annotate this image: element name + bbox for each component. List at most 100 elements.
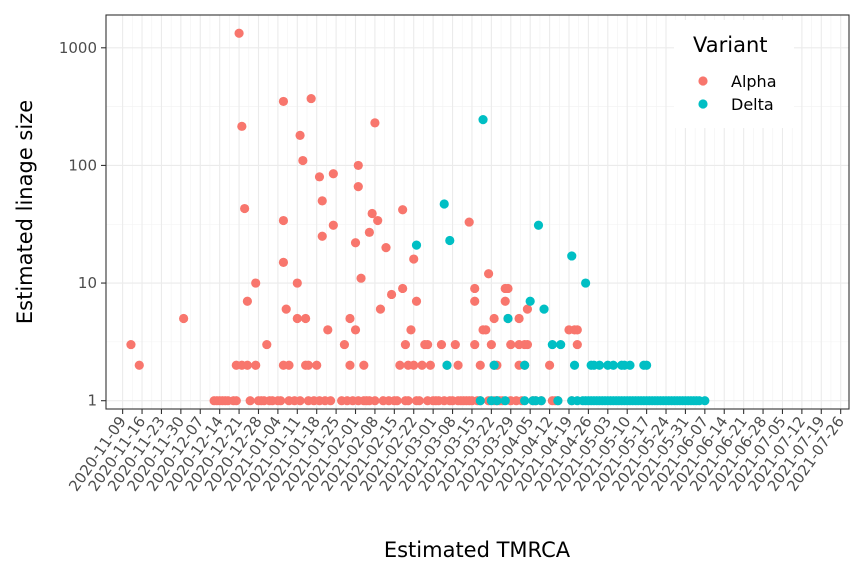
legend-background bbox=[674, 20, 794, 128]
data-point-alpha bbox=[237, 121, 247, 131]
data-point-delta bbox=[539, 304, 549, 314]
data-point-alpha bbox=[373, 215, 383, 226]
data-point-delta bbox=[533, 220, 544, 230]
data-points bbox=[126, 28, 710, 406]
data-point-alpha bbox=[262, 339, 272, 350]
data-point-alpha bbox=[489, 313, 499, 324]
legend-key-alpha bbox=[698, 76, 708, 86]
data-point-alpha bbox=[303, 360, 313, 370]
data-point-alpha bbox=[295, 130, 305, 140]
data-point-alpha bbox=[345, 313, 355, 324]
data-point-delta bbox=[442, 360, 452, 370]
y-tick-label: 1 bbox=[87, 392, 97, 410]
data-point-alpha bbox=[453, 360, 463, 370]
data-point-alpha bbox=[242, 360, 252, 370]
data-point-alpha bbox=[179, 313, 189, 324]
major-gridlines bbox=[106, 15, 849, 409]
data-point-delta bbox=[556, 339, 566, 350]
data-point-alpha bbox=[350, 238, 361, 248]
data-point-alpha bbox=[483, 269, 494, 279]
data-point-alpha bbox=[392, 396, 402, 406]
data-point-delta bbox=[625, 360, 635, 370]
data-point-alpha bbox=[572, 339, 582, 350]
data-point-alpha bbox=[350, 325, 361, 335]
data-point-alpha bbox=[242, 296, 252, 306]
legend-label-alpha: Alpha bbox=[731, 72, 777, 91]
data-point-alpha bbox=[278, 215, 289, 226]
data-point-alpha bbox=[339, 339, 350, 350]
data-point-alpha bbox=[500, 296, 510, 306]
data-point-alpha bbox=[522, 304, 533, 314]
data-point-alpha bbox=[486, 339, 496, 350]
data-point-alpha bbox=[312, 360, 322, 370]
data-point-delta bbox=[553, 396, 563, 406]
legend-label-delta: Delta bbox=[731, 95, 774, 114]
data-point-alpha bbox=[409, 254, 419, 264]
data-point-alpha bbox=[411, 296, 422, 306]
data-point-alpha bbox=[503, 283, 513, 294]
data-point-alpha bbox=[314, 172, 325, 182]
data-point-alpha bbox=[403, 396, 413, 406]
data-point-alpha bbox=[450, 339, 460, 350]
y-tick-label: 10 bbox=[78, 274, 97, 292]
data-point-alpha bbox=[328, 169, 338, 179]
data-point-alpha bbox=[356, 273, 366, 283]
data-point-alpha bbox=[398, 205, 408, 215]
data-point-alpha bbox=[425, 360, 435, 370]
data-point-alpha bbox=[436, 339, 447, 350]
panel-border bbox=[105, 14, 850, 410]
y-axis: 1 10 100 1000 bbox=[59, 39, 106, 410]
data-point-delta bbox=[500, 396, 510, 406]
data-point-alpha bbox=[251, 360, 261, 370]
data-point-alpha bbox=[126, 339, 136, 350]
data-point-delta bbox=[547, 339, 557, 350]
data-point-alpha bbox=[317, 196, 327, 206]
data-point-alpha bbox=[381, 243, 391, 253]
data-point-alpha bbox=[234, 28, 244, 38]
data-point-alpha bbox=[522, 339, 533, 350]
data-point-alpha bbox=[284, 360, 294, 370]
data-point-alpha bbox=[292, 278, 302, 288]
data-point-alpha bbox=[406, 325, 416, 335]
data-point-alpha bbox=[370, 396, 380, 406]
data-point-alpha bbox=[317, 231, 327, 241]
data-point-alpha bbox=[367, 208, 377, 219]
y-tick-label: 100 bbox=[68, 156, 97, 174]
data-point-delta bbox=[700, 396, 710, 406]
data-point-alpha bbox=[278, 257, 289, 267]
data-point-alpha bbox=[370, 118, 380, 128]
data-point-alpha bbox=[345, 360, 355, 370]
data-point-alpha bbox=[375, 304, 386, 314]
data-point-delta bbox=[411, 240, 422, 250]
data-point-alpha bbox=[278, 96, 289, 107]
data-point-alpha bbox=[298, 155, 308, 166]
data-point-alpha bbox=[398, 283, 408, 294]
data-point-alpha bbox=[295, 396, 305, 406]
data-point-alpha bbox=[292, 313, 302, 324]
data-point-alpha bbox=[328, 220, 338, 230]
data-point-alpha bbox=[353, 182, 363, 192]
data-point-alpha bbox=[506, 339, 516, 350]
data-point-alpha bbox=[240, 203, 250, 214]
data-point-delta bbox=[520, 396, 530, 406]
data-point-alpha bbox=[251, 278, 261, 288]
data-point-alpha bbox=[359, 360, 369, 370]
data-point-alpha bbox=[281, 304, 291, 314]
data-point-delta bbox=[567, 251, 577, 261]
data-point-alpha bbox=[301, 313, 311, 324]
data-point-alpha bbox=[470, 339, 480, 350]
legend: Variant Alpha Delta bbox=[674, 20, 794, 128]
data-point-delta bbox=[520, 360, 530, 370]
data-point-delta bbox=[475, 396, 485, 406]
data-point-alpha bbox=[470, 283, 480, 294]
data-point-alpha bbox=[325, 396, 336, 406]
data-point-alpha bbox=[323, 325, 333, 335]
data-point-alpha bbox=[417, 360, 427, 370]
data-point-delta bbox=[445, 235, 455, 246]
data-point-alpha bbox=[276, 396, 286, 406]
data-point-alpha bbox=[544, 360, 555, 370]
data-point-alpha bbox=[364, 227, 374, 237]
data-point-alpha bbox=[353, 160, 363, 171]
data-point-alpha bbox=[470, 296, 480, 306]
